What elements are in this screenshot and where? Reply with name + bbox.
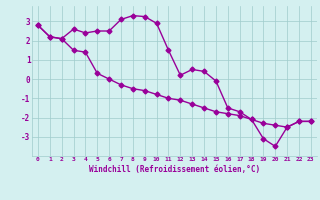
X-axis label: Windchill (Refroidissement éolien,°C): Windchill (Refroidissement éolien,°C) xyxy=(89,165,260,174)
